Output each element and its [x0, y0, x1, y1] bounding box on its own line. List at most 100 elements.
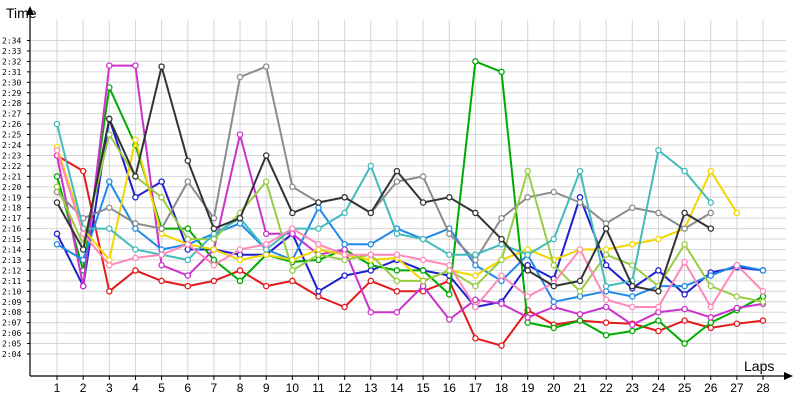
- data-point: [236, 251, 244, 258]
- data-point: [106, 62, 113, 69]
- data-point: [629, 204, 636, 211]
- data-point: [498, 68, 505, 76]
- data-point: [367, 256, 375, 264]
- data-point: [681, 167, 688, 175]
- data-point: [602, 303, 610, 311]
- data-point: [210, 230, 218, 238]
- data-point: [315, 199, 322, 206]
- data-point: [681, 258, 688, 266]
- data-point: [576, 311, 584, 318]
- data-point: [341, 209, 348, 217]
- data-point: [759, 298, 767, 306]
- data-point: [341, 303, 348, 311]
- data-point: [655, 317, 662, 324]
- y-tick-label: 2:34: [2, 37, 21, 46]
- data-point: [707, 314, 715, 321]
- data-point: [210, 256, 218, 264]
- data-point: [576, 317, 584, 324]
- data-point: [53, 230, 61, 238]
- data-point: [132, 246, 139, 253]
- data-point: [210, 261, 218, 269]
- data-point: [132, 62, 139, 69]
- data-point: [315, 204, 322, 211]
- data-point: [655, 235, 662, 243]
- data-point: [655, 267, 662, 274]
- data-point: [446, 261, 453, 269]
- x-tick-label: 2: [80, 381, 87, 395]
- data-point: [367, 277, 375, 285]
- data-point: [367, 241, 375, 248]
- data-point: [132, 220, 139, 227]
- x-tick-label: 28: [756, 381, 770, 395]
- data-point: [681, 291, 688, 298]
- data-point: [576, 246, 584, 253]
- y-tick-label: 2:16: [2, 225, 21, 234]
- data-point: [315, 293, 322, 300]
- data-point: [498, 235, 505, 243]
- data-point: [576, 167, 584, 175]
- data-point: [158, 194, 165, 201]
- data-point: [184, 178, 192, 185]
- data-point: [733, 261, 741, 269]
- data-point: [158, 63, 165, 70]
- data-point: [158, 230, 165, 238]
- y-tick-label: 2:21: [2, 172, 21, 181]
- data-point: [132, 194, 139, 201]
- data-point: [132, 136, 139, 144]
- data-point: [236, 246, 244, 253]
- data-point: [446, 251, 453, 258]
- grid-lines: [30, 20, 786, 376]
- x-tick-label: 5: [158, 381, 165, 395]
- data-point: [524, 167, 531, 175]
- y-tick-label: 2:26: [2, 120, 21, 129]
- data-point: [707, 303, 715, 311]
- data-point: [79, 167, 87, 175]
- data-point: [576, 199, 584, 206]
- data-point: [681, 225, 688, 232]
- x-tick-label: 25: [678, 381, 692, 395]
- y-tick-label: 2:06: [2, 329, 21, 338]
- y-tick-label: 2:04: [2, 350, 21, 359]
- x-tick-label: 16: [443, 381, 457, 395]
- data-point: [472, 261, 479, 269]
- data-point: [341, 251, 348, 258]
- data-point: [707, 272, 715, 279]
- data-point: [158, 261, 165, 269]
- data-point: [184, 225, 192, 232]
- x-tick-label: 9: [263, 381, 270, 395]
- series-11: [53, 63, 715, 295]
- data-point: [550, 303, 558, 311]
- data-point: [393, 230, 401, 238]
- data-point: [707, 324, 715, 332]
- data-point: [707, 167, 715, 175]
- x-tick-label: 24: [652, 381, 666, 395]
- data-point: [132, 254, 139, 262]
- series-4: [53, 62, 767, 328]
- data-point: [262, 251, 270, 258]
- data-point: [262, 282, 270, 290]
- x-tick-label: 27: [730, 381, 744, 395]
- data-point: [655, 146, 662, 154]
- data-point: [367, 308, 375, 316]
- data-point: [210, 214, 218, 222]
- data-point: [341, 272, 348, 279]
- data-point: [524, 246, 531, 253]
- data-point: [681, 241, 688, 248]
- x-axis-title: Laps: [744, 358, 774, 374]
- x-tick-label: 14: [390, 381, 404, 395]
- data-point: [236, 214, 244, 222]
- data-point: [393, 167, 401, 175]
- series-7: [53, 63, 715, 264]
- y-tick-label: 2:29: [2, 89, 21, 98]
- data-point: [53, 199, 61, 206]
- data-point: [158, 225, 165, 232]
- data-point: [132, 225, 139, 232]
- data-point: [446, 291, 453, 298]
- data-point: [158, 246, 165, 253]
- y-axis-arrow: [26, 6, 34, 15]
- data-point: [602, 282, 610, 290]
- data-point: [707, 209, 715, 217]
- data-point: [132, 267, 139, 274]
- y-tick-label: 2:15: [2, 235, 21, 244]
- data-point: [315, 288, 322, 295]
